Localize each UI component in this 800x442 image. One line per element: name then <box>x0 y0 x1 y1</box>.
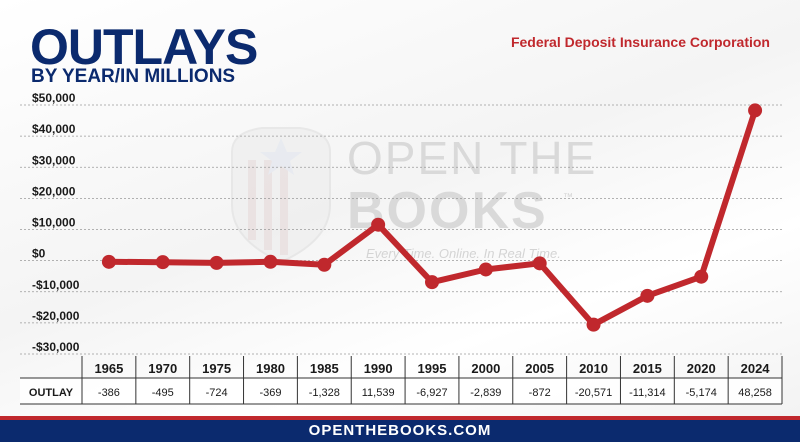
x-tick-label: 2000 <box>471 361 500 376</box>
table-value: -495 <box>152 387 174 399</box>
watermark-tagline: Every Time. Online. In Real Time. <box>366 246 561 261</box>
footer-bar: OPENTHEBOOKS.COM <box>0 416 800 442</box>
grid-lines <box>20 104 782 355</box>
y-tick-label: $10,000 <box>32 216 76 230</box>
y-tick-label: $40,000 <box>32 122 76 136</box>
table-value: -5,174 <box>686 387 717 399</box>
data-point <box>425 275 439 290</box>
data-point <box>101 254 116 269</box>
y-axis-ticks: $50,000 $40,000 $30,000 $20,000 $10,000 $0 -$1… <box>32 91 80 354</box>
table-value: -6,927 <box>416 387 447 399</box>
chart-subtitle: BY YEAR/IN MILLIONS <box>31 66 236 87</box>
y-tick-label: $50,000 <box>32 91 76 105</box>
table-value: 11,539 <box>362 387 395 399</box>
table-value: -1,328 <box>309 387 340 399</box>
series-points <box>101 103 763 332</box>
chart-title: OUTLAYS <box>30 19 258 75</box>
x-tick-label: 1990 <box>364 361 393 376</box>
table-value: -724 <box>206 387 228 399</box>
data-point <box>586 317 601 332</box>
y-tick-label: -$30,000 <box>32 340 80 354</box>
y-tick-label: -$20,000 <box>32 309 80 323</box>
x-tick-label: 2010 <box>579 361 608 376</box>
x-tick-label: 1980 <box>256 361 285 376</box>
x-tick-label: 2015 <box>633 361 662 376</box>
x-tick-label: 2024 <box>741 361 771 376</box>
x-tick-label: 2005 <box>525 361 554 376</box>
y-tick-label: $0 <box>32 247 46 261</box>
table-value: -386 <box>98 387 120 399</box>
agency-name: Federal Deposit Insurance Corporation <box>510 34 770 50</box>
watermark-trademark: ™ <box>563 192 573 203</box>
watermark-line1: OPEN THE <box>347 132 597 184</box>
x-tick-label: 1965 <box>94 361 123 376</box>
table-value: -11,314 <box>629 387 666 399</box>
data-point <box>155 255 170 270</box>
data-point <box>748 103 763 118</box>
footer-link[interactable]: OPENTHEBOOKS.COM <box>308 422 492 439</box>
data-table: OUTLAY 1965 -386 1970 -495 1975 -724 1980 -369 19… <box>20 356 783 405</box>
data-point <box>640 288 655 303</box>
x-tick-label: 2020 <box>687 361 716 376</box>
data-point <box>532 256 547 271</box>
y-tick-label: $30,000 <box>32 153 76 167</box>
data-point <box>694 269 709 284</box>
data-point <box>317 257 332 272</box>
table-row-label: OUTLAY <box>29 387 74 399</box>
data-point <box>371 217 386 232</box>
data-point <box>209 255 224 270</box>
table-value: -20,571 <box>575 387 612 399</box>
watermark-flag-icon <box>231 127 331 264</box>
x-tick-label: 1975 <box>202 361 231 376</box>
x-tick-label: 1970 <box>148 361 177 376</box>
y-tick-label: $20,000 <box>32 184 76 198</box>
table-value: 48,258 <box>738 387 772 399</box>
x-tick-label: 1995 <box>418 361 447 376</box>
data-point <box>263 254 278 269</box>
table-value-row-bg <box>20 378 782 404</box>
table-value: -369 <box>259 387 281 399</box>
x-tick-label: 1985 <box>310 361 339 376</box>
table-value: -872 <box>529 387 551 399</box>
table-value: -2,839 <box>470 387 501 399</box>
y-tick-label: -$10,000 <box>32 278 80 292</box>
data-point <box>478 262 493 277</box>
watermark: OPEN THE BOOKS ™ Every Time. Online. In … <box>231 127 597 264</box>
